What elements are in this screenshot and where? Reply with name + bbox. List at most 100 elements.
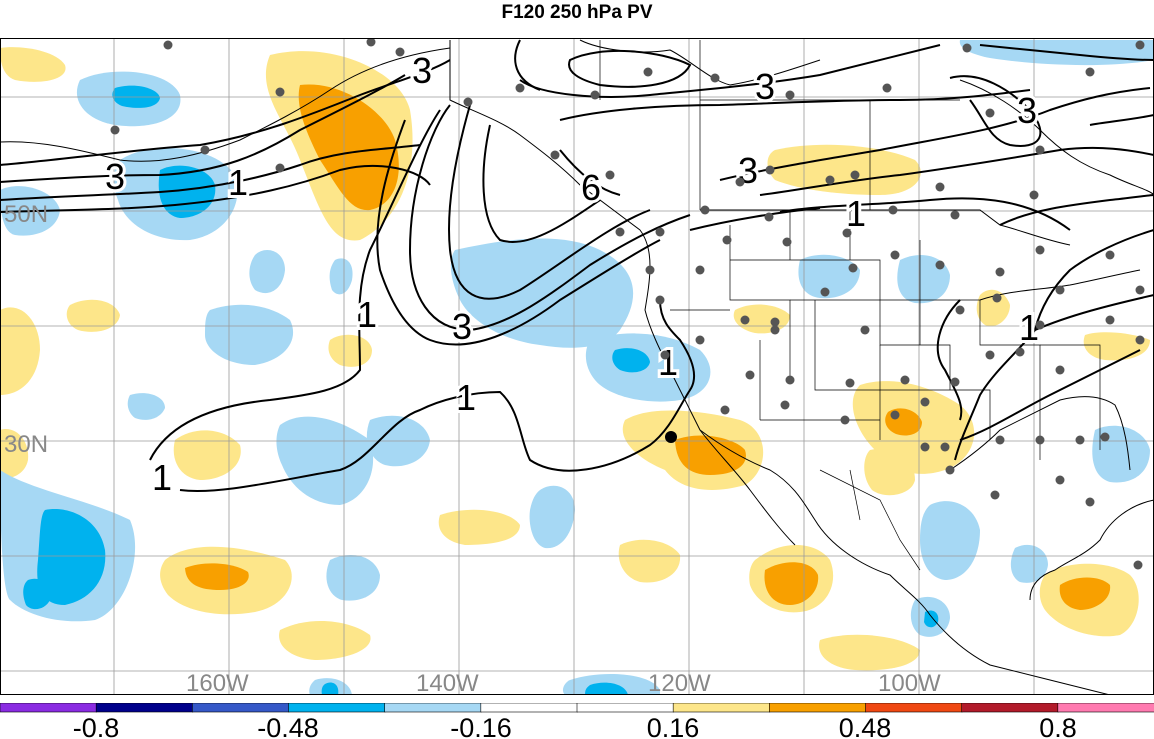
station-dot (785, 375, 795, 385)
colorbar-bin (480, 703, 578, 713)
station-dot (920, 442, 930, 452)
station-dot (1075, 435, 1085, 445)
station-dot (848, 263, 858, 273)
station-dot (995, 435, 1005, 445)
station-dot (110, 125, 120, 135)
lat-label-50n: 50N (4, 201, 48, 228)
station-dot (920, 397, 930, 407)
colorbar-tick-label: -0.48 (257, 713, 319, 739)
station-dot (645, 265, 655, 275)
station-dot (655, 227, 665, 237)
station-dot (655, 295, 665, 305)
station-dot (882, 83, 892, 93)
colorbar-bin (865, 703, 963, 713)
lon-label-120w: 120W (648, 670, 711, 695)
station-dot (1100, 432, 1110, 442)
colorbar-bin (1057, 703, 1154, 713)
contour-label: 1 (456, 377, 476, 418)
station-dot (1135, 40, 1145, 50)
station-dot (785, 90, 795, 100)
contour-label: 3 (105, 156, 125, 197)
station-dot (735, 177, 745, 187)
lat-lon-grid (0, 38, 1154, 695)
station-dot (1035, 245, 1045, 255)
station-dot (985, 108, 995, 118)
station-dot (1015, 347, 1025, 357)
station-dot (200, 145, 210, 155)
station-dot (643, 67, 653, 77)
colorbar-bin (576, 703, 674, 713)
station-dot (1135, 285, 1145, 295)
station-dot (888, 205, 898, 215)
station-dot (945, 465, 955, 475)
pv-contours (0, 39, 1154, 492)
station-dot (1133, 560, 1143, 570)
station-dot (710, 73, 720, 83)
station-dot (695, 335, 705, 345)
colorbar-bin (0, 703, 97, 713)
station-dot (366, 38, 376, 47)
station-dot (990, 490, 1000, 500)
station-dot (825, 175, 835, 185)
station-dot (995, 267, 1005, 277)
station-dot (275, 163, 285, 173)
contour-label: 1 (228, 162, 248, 203)
colorbar: -0.8 -0.48 -0.16 0.16 0.48 0.8 (0, 703, 1154, 739)
lon-label-160w: 160W (186, 670, 249, 695)
map-title: F120 250 hPa PV (501, 2, 653, 23)
station-dot (1085, 67, 1095, 77)
colorbar-bin (192, 703, 290, 713)
colorbar-tick-label: -0.16 (450, 713, 512, 739)
station-dot (950, 377, 960, 387)
colorbar-tick-label: 0.8 (1039, 713, 1077, 739)
station-dot (590, 90, 600, 100)
contour-label: 1 (846, 193, 866, 234)
colorbar-bin (384, 703, 482, 713)
station-dot (615, 227, 625, 237)
station-dot (1035, 145, 1045, 155)
station-dot (890, 410, 900, 420)
station-dot (890, 250, 900, 260)
station-dot (1055, 365, 1065, 375)
contour-label: 1 (1019, 307, 1039, 348)
station-dot (1035, 320, 1045, 330)
pv-map: 3 3 3 3 3 3 1 1 1 1 1 1 6 1 50N 30N 160W… (0, 38, 1154, 695)
contour-label: 3 (1017, 90, 1037, 131)
station-dot (985, 350, 995, 360)
colorbar-bins (0, 703, 1154, 713)
colorbar-tick-label: 0.48 (839, 713, 892, 739)
station-dot (515, 83, 525, 93)
station-dot (950, 210, 960, 220)
political-boundaries (599, 40, 1101, 571)
station-dot (992, 293, 1002, 303)
station-dot (740, 315, 750, 325)
lat-label-30n: 30N (4, 431, 48, 458)
station-dot (782, 237, 792, 247)
station-dot (1105, 315, 1115, 325)
station-dot (780, 400, 790, 410)
station-dot (935, 182, 945, 192)
station-dot (820, 287, 830, 297)
colorbar-tick-label: 0.16 (647, 713, 700, 739)
station-dot (722, 235, 732, 245)
station-dots (110, 38, 1145, 570)
station-dot (695, 265, 705, 275)
station-dot (550, 150, 560, 160)
station-dot (770, 317, 780, 327)
station-dot (845, 378, 855, 388)
station-dot (955, 305, 965, 315)
colorbar-bin (961, 703, 1059, 713)
lon-label-140w: 140W (416, 670, 479, 695)
station-dot (660, 350, 670, 360)
contour-label: 1 (658, 342, 678, 383)
station-dot (860, 325, 870, 335)
station-dot (770, 325, 780, 335)
station-dot (900, 375, 910, 385)
station-dot (605, 170, 615, 180)
colorbar-bin (288, 703, 386, 713)
station-dot (764, 212, 774, 222)
station-dot (1085, 497, 1095, 507)
station-dot (935, 260, 945, 270)
colorbar-bin (95, 703, 194, 713)
contour-labels: 3 3 3 3 3 3 1 1 1 1 1 1 6 1 (102, 47, 1042, 501)
